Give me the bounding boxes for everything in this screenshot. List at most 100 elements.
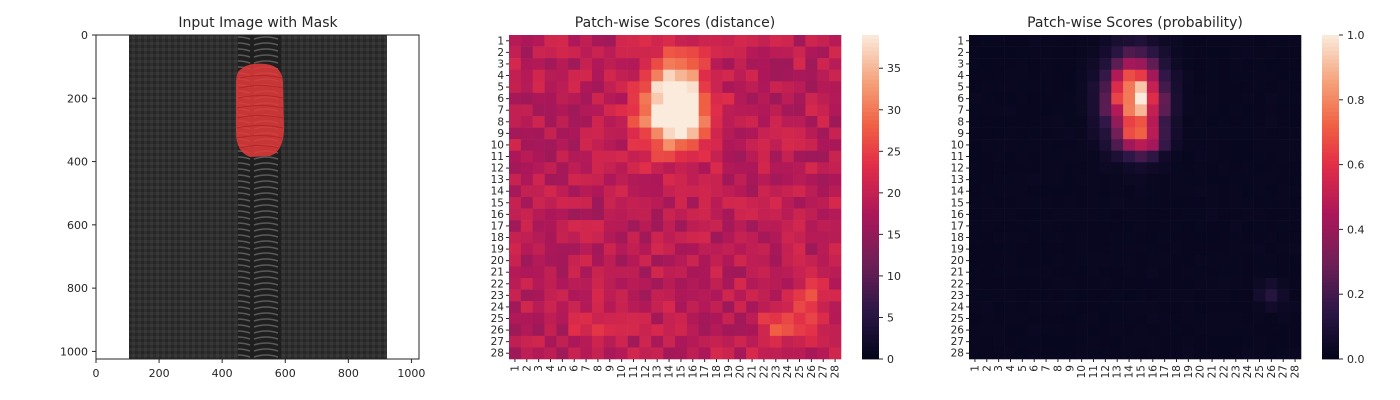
heatmap-cell [746, 312, 759, 325]
heatmap-cell [1016, 347, 1029, 360]
colorbar-segment [1322, 245, 1339, 251]
heatmap-cell [793, 197, 806, 209]
heatmap-cell [722, 173, 735, 186]
heatmap-cell [1063, 243, 1077, 256]
heatmap-cell [781, 289, 794, 302]
heatmap-cell [544, 231, 557, 244]
heatmap-cell [651, 324, 664, 337]
heatmap-cell [781, 104, 794, 117]
heatmap-cell [615, 197, 628, 209]
heatmap-cell [556, 312, 569, 325]
heatmap-cell [698, 81, 711, 94]
heatmap-cell [1206, 266, 1219, 279]
heatmap-cell [520, 266, 534, 279]
heatmap-cell [992, 324, 1005, 337]
input-image [95, 34, 420, 360]
heatmap-cell [1111, 173, 1124, 186]
heatmap-cell [1158, 150, 1171, 163]
colorbar-segment [862, 79, 879, 84]
heatmap-cell [1182, 278, 1195, 290]
heatmap-cell [509, 150, 522, 163]
row-label: 10 [491, 139, 504, 151]
row-label: 6 [957, 93, 964, 105]
row-label: 8 [497, 116, 504, 128]
heatmap-cell [568, 254, 581, 267]
heatmap-cell [1087, 127, 1100, 140]
heatmap-cell [1075, 335, 1088, 348]
heatmap-cell [992, 278, 1005, 290]
heatmap-cell [746, 335, 759, 348]
heatmap-cell [556, 173, 569, 186]
heatmap-cell [793, 266, 806, 279]
heatmap-cell [1111, 243, 1124, 256]
colorbar-segment [1322, 233, 1339, 238]
heatmap-cell [544, 162, 557, 175]
heatmap-cell [769, 46, 783, 59]
heatmap-cell [1194, 104, 1207, 117]
heatmap-cell [1040, 347, 1053, 360]
heatmap-cell [1004, 266, 1017, 279]
heatmap-cell [829, 69, 842, 82]
heatmap-cell [1253, 243, 1266, 256]
heatmap-cell [1111, 220, 1124, 233]
heatmap-cell [1253, 231, 1266, 244]
heatmap-cell [769, 150, 783, 163]
heatmap-cell [805, 58, 818, 71]
x-tick-label: 0 [93, 367, 100, 380]
heatmap-cell [980, 243, 994, 256]
heatmap-cell [817, 220, 830, 233]
colorbar-segment [862, 322, 879, 327]
heatmap-cell [817, 46, 830, 59]
heatmap-cell [1158, 231, 1171, 244]
heatmap-cell [698, 116, 711, 128]
heatmap-cell [568, 173, 581, 186]
row-label: 17 [491, 220, 504, 232]
heatmap-cell [1241, 220, 1254, 233]
heatmap-cell [544, 254, 557, 267]
heatmap-cell [615, 116, 628, 128]
heatmap-cell [663, 335, 676, 348]
heatmap-cell [1253, 35, 1266, 47]
heatmap-cell [758, 197, 771, 209]
col-label: 2 [521, 365, 533, 372]
heatmap-cell [817, 69, 830, 82]
heatmap-cell [1158, 139, 1171, 152]
heatmap-cell [1158, 58, 1171, 71]
heatmap-cell [520, 289, 534, 302]
heatmap-cell [769, 266, 783, 279]
heatmap-cell [1229, 104, 1243, 117]
heatmap-cell [781, 173, 794, 186]
heatmap-cell [568, 46, 581, 59]
heatmap-cell [1146, 347, 1160, 360]
heatmap-cell [1111, 116, 1124, 128]
heatmap-cell [1289, 104, 1302, 117]
heatmap-cell [1052, 104, 1065, 117]
heatmap-cell [663, 58, 676, 71]
heatmap-cell [556, 35, 569, 47]
heatmap-cell [532, 301, 545, 314]
heatmap-cell [793, 312, 806, 325]
heatmap-cell [829, 185, 842, 198]
heatmap-cell [592, 139, 605, 152]
heatmap-cell [580, 116, 593, 128]
colorbar-segment [862, 225, 879, 230]
heatmap-cell [532, 173, 545, 186]
heatmap-cell [1111, 278, 1124, 290]
heatmap-cell [544, 46, 557, 59]
heatmap-cell [556, 197, 569, 209]
x-tick-label: 1000 [397, 367, 425, 380]
heatmap-cell [568, 324, 581, 337]
heatmap-cell [1135, 162, 1148, 175]
colorbar-segment [1322, 47, 1339, 52]
heatmap-cell [710, 69, 723, 82]
heatmap-cell [1170, 92, 1183, 105]
heatmap-cell [734, 289, 747, 302]
heatmap-cell [817, 92, 830, 105]
heatmap-cell [758, 243, 771, 256]
heatmap-cell [639, 92, 652, 105]
heatmap-cell [556, 301, 569, 314]
heatmap-cell [509, 312, 522, 325]
heatmap-cell [568, 104, 581, 117]
col-label: 28 [1290, 365, 1302, 378]
heatmap-cell [532, 127, 545, 140]
